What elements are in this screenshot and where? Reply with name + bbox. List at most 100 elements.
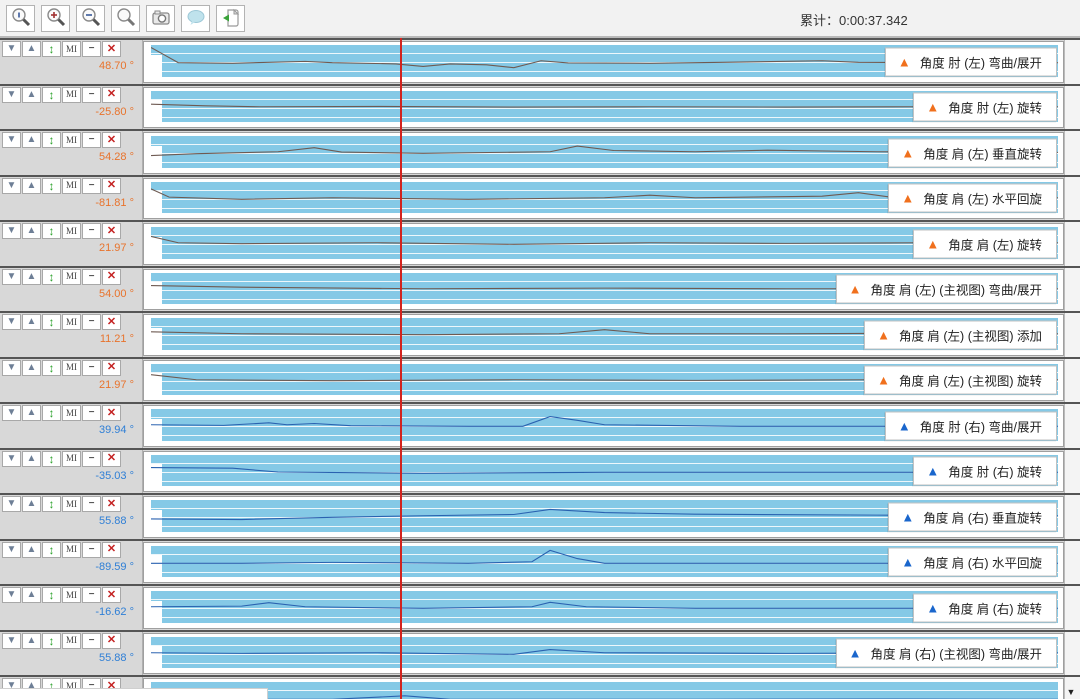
row-minimize-button[interactable]: − bbox=[82, 132, 101, 148]
chart-plot-area[interactable] bbox=[151, 454, 1058, 486]
row-move-down-button[interactable]: ▼ bbox=[2, 541, 21, 558]
series-label-box[interactable]: ▲ 角度 肘 (右) 弯曲/展开 bbox=[884, 411, 1057, 441]
row-move-up-button[interactable]: ▲ bbox=[22, 541, 41, 558]
time-cursor-line[interactable] bbox=[400, 38, 402, 699]
row-move-down-button[interactable]: ▼ bbox=[2, 268, 21, 285]
row-move-up-button[interactable]: ▲ bbox=[22, 496, 41, 512]
zoom-in-button[interactable] bbox=[41, 4, 70, 32]
row-autoscale-button[interactable]: ↕ bbox=[42, 450, 61, 467]
scroll-down-arrow-icon[interactable]: ▼ bbox=[1066, 687, 1076, 697]
row-move-down-button[interactable]: ▼ bbox=[2, 587, 21, 603]
chart-panel[interactable]: ▲ 角度 肘 (左) 弯曲/展开 bbox=[143, 41, 1064, 83]
row-right-strip[interactable] bbox=[1064, 540, 1080, 584]
row-move-up-button[interactable]: ▲ bbox=[22, 359, 41, 376]
row-minimize-button[interactable]: − bbox=[82, 632, 101, 649]
row-close-button[interactable]: ✕ bbox=[102, 587, 121, 603]
row-close-button[interactable]: ✕ bbox=[102, 223, 121, 239]
chart-panel[interactable]: ▲ 角度 肩 (左) (主视图) 弯曲/展开 bbox=[143, 268, 1064, 310]
series-label-box[interactable]: ▲ 角度 肩 (左) (主视图) 添加 bbox=[864, 320, 1057, 350]
row-right-strip[interactable] bbox=[1064, 586, 1080, 630]
row-mi-button[interactable]: MI bbox=[62, 541, 81, 558]
row-autoscale-button[interactable]: ↕ bbox=[42, 177, 61, 194]
row-mi-button[interactable]: MI bbox=[62, 359, 81, 376]
row-mi-button[interactable]: MI bbox=[62, 587, 81, 603]
snapshot-button[interactable] bbox=[146, 4, 175, 32]
series-label-box[interactable]: ▲ 角度 肩 (右) 旋转 bbox=[913, 593, 1057, 623]
chart-panel[interactable]: ▲ 角度 肩 (左) (主视图) 添加 bbox=[143, 314, 1064, 356]
row-minimize-button[interactable]: − bbox=[82, 86, 101, 103]
row-move-up-button[interactable]: ▲ bbox=[22, 223, 41, 239]
row-autoscale-button[interactable]: ↕ bbox=[42, 41, 61, 57]
row-move-down-button[interactable]: ▼ bbox=[2, 86, 21, 103]
row-right-strip[interactable] bbox=[1064, 40, 1080, 84]
zoom-out-button[interactable] bbox=[76, 4, 105, 32]
row-right-strip[interactable] bbox=[1064, 267, 1080, 311]
search-button[interactable] bbox=[111, 4, 140, 32]
row-autoscale-button[interactable]: ↕ bbox=[42, 132, 61, 148]
series-label-box[interactable]: ▲ 角度 肩 (右) 水平回旋 bbox=[888, 547, 1057, 577]
row-close-button[interactable]: ✕ bbox=[102, 268, 121, 285]
row-close-button[interactable]: ✕ bbox=[102, 177, 121, 194]
row-move-down-button[interactable]: ▼ bbox=[2, 496, 21, 512]
row-right-strip[interactable] bbox=[1064, 313, 1080, 357]
row-close-button[interactable]: ✕ bbox=[102, 541, 121, 558]
row-mi-button[interactable]: MI bbox=[62, 632, 81, 649]
row-close-button[interactable]: ✕ bbox=[102, 632, 121, 649]
row-close-button[interactable]: ✕ bbox=[102, 496, 121, 512]
row-close-button[interactable]: ✕ bbox=[102, 314, 121, 330]
row-move-down-button[interactable]: ▼ bbox=[2, 177, 21, 194]
row-autoscale-button[interactable]: ↕ bbox=[42, 496, 61, 512]
chart-plot-area[interactable] bbox=[151, 591, 1058, 623]
row-mi-button[interactable]: MI bbox=[62, 177, 81, 194]
row-right-strip[interactable] bbox=[1064, 358, 1080, 402]
row-minimize-button[interactable]: − bbox=[82, 314, 101, 330]
row-autoscale-button[interactable]: ↕ bbox=[42, 223, 61, 239]
chart-panel[interactable]: ▲ bbox=[143, 678, 1064, 699]
row-move-down-button[interactable]: ▼ bbox=[2, 132, 21, 148]
chart-panel[interactable]: ▲ 角度 肩 (右) (主视图) 弯曲/展开 bbox=[143, 632, 1064, 674]
row-right-strip[interactable] bbox=[1064, 85, 1080, 129]
row-minimize-button[interactable]: − bbox=[82, 587, 101, 603]
chart-panel[interactable]: ▲ 角度 肩 (左) (主视图) 旋转 bbox=[143, 359, 1064, 401]
row-move-up-button[interactable]: ▲ bbox=[22, 177, 41, 194]
series-label-box[interactable]: ▲ 角度 肩 (右) 垂直旋转 bbox=[888, 502, 1057, 532]
row-mi-button[interactable]: MI bbox=[62, 223, 81, 239]
zoom-actual-button[interactable] bbox=[6, 4, 35, 32]
series-label-box[interactable]: ▲ 角度 肘 (右) 旋转 bbox=[913, 456, 1057, 486]
row-right-strip[interactable] bbox=[1064, 677, 1080, 699]
row-mi-button[interactable]: MI bbox=[62, 405, 81, 421]
row-mi-button[interactable]: MI bbox=[62, 86, 81, 103]
row-close-button[interactable]: ✕ bbox=[102, 86, 121, 103]
row-mi-button[interactable]: MI bbox=[62, 132, 81, 148]
row-autoscale-button[interactable]: ↕ bbox=[42, 405, 61, 421]
chart-panel[interactable]: ▲ 角度 肩 (左) 水平回旋 bbox=[143, 177, 1064, 219]
series-label-box[interactable]: ▲ 角度 肩 (右) (主视图) 弯曲/展开 bbox=[835, 638, 1057, 668]
row-right-strip[interactable] bbox=[1064, 404, 1080, 448]
row-move-up-button[interactable]: ▲ bbox=[22, 405, 41, 421]
chart-panel[interactable]: ▲ 角度 肘 (右) 弯曲/展开 bbox=[143, 405, 1064, 447]
chart-panel[interactable]: ▲ 角度 肩 (右) 水平回旋 bbox=[143, 541, 1064, 583]
row-autoscale-button[interactable]: ↕ bbox=[42, 587, 61, 603]
row-minimize-button[interactable]: − bbox=[82, 223, 101, 239]
row-minimize-button[interactable]: − bbox=[82, 496, 101, 512]
row-move-down-button[interactable]: ▼ bbox=[2, 405, 21, 421]
row-right-strip[interactable] bbox=[1064, 449, 1080, 493]
row-move-down-button[interactable]: ▼ bbox=[2, 223, 21, 239]
row-mi-button[interactable]: MI bbox=[62, 450, 81, 467]
chart-panel[interactable]: ▲ 角度 肩 (左) 旋转 bbox=[143, 223, 1064, 265]
export-button[interactable] bbox=[216, 4, 245, 32]
row-right-strip[interactable] bbox=[1064, 495, 1080, 539]
row-autoscale-button[interactable]: ↕ bbox=[42, 86, 61, 103]
row-move-down-button[interactable]: ▼ bbox=[2, 41, 21, 57]
chart-panel[interactable]: ▲ 角度 肘 (左) 旋转 bbox=[143, 86, 1064, 128]
series-label-box[interactable]: ▲ 角度 肩 (左) 旋转 bbox=[913, 229, 1057, 259]
row-minimize-button[interactable]: − bbox=[82, 268, 101, 285]
row-close-button[interactable]: ✕ bbox=[102, 359, 121, 376]
series-label-box[interactable]: ▲ 角度 肩 (左) 水平回旋 bbox=[888, 183, 1057, 213]
row-move-up-button[interactable]: ▲ bbox=[22, 450, 41, 467]
chart-plot-area[interactable] bbox=[151, 227, 1058, 259]
row-mi-button[interactable]: MI bbox=[62, 496, 81, 512]
row-move-up-button[interactable]: ▲ bbox=[22, 86, 41, 103]
row-minimize-button[interactable]: − bbox=[82, 359, 101, 376]
row-autoscale-button[interactable]: ↕ bbox=[42, 314, 61, 330]
